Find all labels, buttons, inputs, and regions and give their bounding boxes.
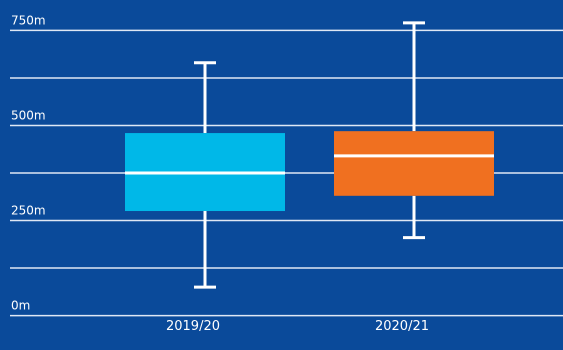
box-group [125,61,285,289]
x-category-label: 2019/20 [166,319,220,334]
y-tick-label: 750m [11,13,46,27]
box-group [334,21,494,240]
y-tick-label: 250m [11,204,46,218]
iqr-box [334,131,494,196]
y-tick-labels: 750m 500m 250m 0m [11,13,46,312]
grid-layer [10,29,563,317]
y-tick-label: 0m [11,299,30,313]
boxes-layer [125,21,494,289]
x-category-label: 2020/21 [375,319,429,334]
x-category-labels: 2019/20 2020/21 [166,319,429,334]
y-tick-label: 500m [11,108,46,122]
